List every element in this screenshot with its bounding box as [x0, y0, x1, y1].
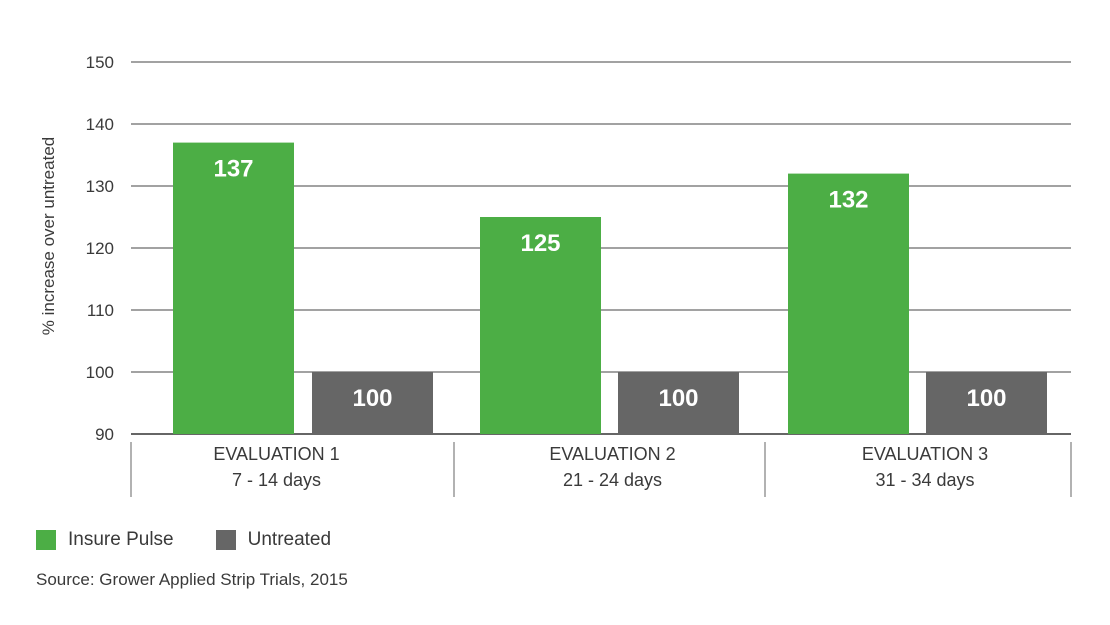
- bar-value-insure-pulse-2: 125: [520, 230, 560, 257]
- y-tick-label-90: 90: [95, 425, 114, 444]
- category-title-2: EVALUATION 2: [549, 444, 675, 464]
- category-title-1: EVALUATION 1: [213, 444, 339, 464]
- legend-item-insure-pulse: Insure Pulse: [36, 529, 174, 551]
- y-tick-label-130: 130: [86, 177, 114, 196]
- category-subtitle-2: 21 - 24 days: [563, 470, 662, 490]
- legend-label-untreated: Untreated: [247, 529, 332, 550]
- bar-untreated-2: [618, 372, 739, 434]
- y-tick-label-150: 150: [86, 53, 114, 72]
- bar-value-untreated-2: 100: [658, 385, 698, 412]
- bar-insure-pulse-1: [173, 142, 294, 434]
- y-axis-title: % increase over untreated: [39, 137, 58, 335]
- bar-untreated-1: [312, 372, 433, 434]
- bar-insure-pulse-2: [480, 217, 601, 434]
- bar-value-untreated-3: 100: [966, 385, 1006, 412]
- source-note: Source: Grower Applied Strip Trials, 201…: [36, 570, 348, 589]
- bar-insure-pulse-3: [788, 173, 909, 434]
- bar-untreated-3: [926, 372, 1047, 434]
- bar-value-untreated-1: 100: [352, 385, 392, 412]
- y-tick-label-140: 140: [86, 115, 114, 134]
- category-title-3: EVALUATION 3: [862, 444, 988, 464]
- y-tick-label-100: 100: [86, 363, 114, 382]
- y-tick-label-110: 110: [87, 301, 114, 320]
- legend-label-insure-pulse: Insure Pulse: [68, 529, 174, 550]
- bar-value-insure-pulse-3: 132: [828, 187, 868, 214]
- bar-value-insure-pulse-1: 137: [213, 156, 253, 183]
- y-tick-label-120: 120: [86, 239, 114, 258]
- legend-swatch-insure-pulse: [36, 530, 56, 550]
- legend: Insure Pulse Untreated: [36, 529, 373, 551]
- category-subtitle-1: 7 - 14 days: [232, 470, 321, 490]
- legend-swatch-untreated: [215, 530, 236, 550]
- legend-item-untreated: Untreated: [215, 529, 332, 551]
- category-subtitle-3: 31 - 34 days: [875, 470, 974, 490]
